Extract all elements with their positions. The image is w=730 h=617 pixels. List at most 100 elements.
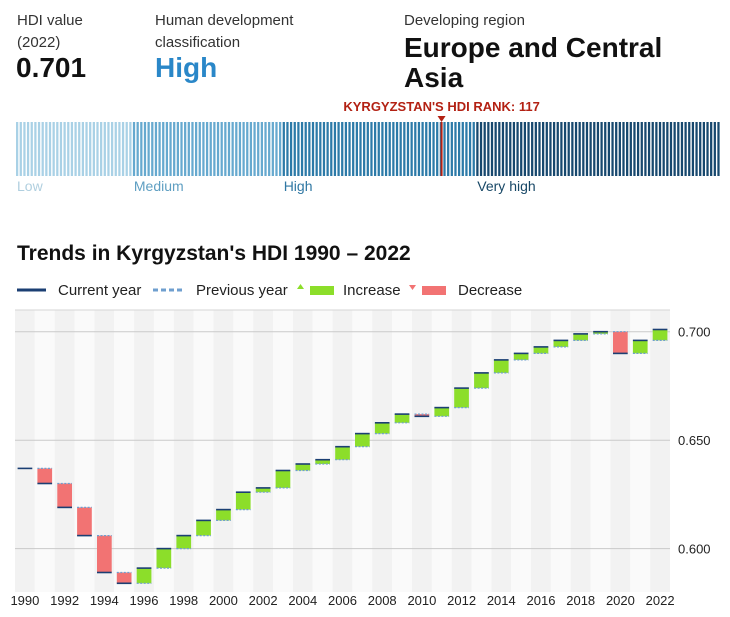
x-tick-label-2004: 2004 xyxy=(288,593,317,608)
rank-bar-tick xyxy=(688,122,691,176)
rank-bar-tick xyxy=(246,122,249,176)
rank-bar-tick xyxy=(114,122,117,176)
rank-bar-tick xyxy=(37,122,41,176)
plot-column-band xyxy=(570,310,591,592)
classification-label-line1: Human development xyxy=(155,12,294,29)
rank-bar-tick xyxy=(52,122,55,176)
rank-bar-tick xyxy=(655,122,658,176)
rank-bar-tick xyxy=(593,122,596,176)
rank-bar-tick xyxy=(545,122,548,176)
rank-bar-tick xyxy=(315,122,318,176)
bar-2003 xyxy=(275,470,291,488)
rank-bar-tick xyxy=(640,122,643,176)
rank-marker-label: KYRGYZSTAN'S HDI RANK: 117 xyxy=(343,99,539,114)
rank-bar-tick xyxy=(16,122,19,176)
bar-2018 xyxy=(573,333,588,341)
rank-bar-tick xyxy=(242,122,245,176)
rank-bar-tick xyxy=(341,122,344,176)
rank-bar-tick xyxy=(717,122,720,176)
rank-bar-tick xyxy=(373,122,377,176)
rank-bar-tick xyxy=(96,122,99,176)
rank-bar-tick xyxy=(107,122,110,176)
rank-bar-tick xyxy=(567,122,570,176)
rank-bar-tick xyxy=(384,122,388,176)
rank-bar-tick xyxy=(483,122,486,176)
legend-decrease-arrow xyxy=(409,285,416,290)
bar-2014 xyxy=(493,359,509,373)
rank-bar-tick xyxy=(414,122,417,176)
rank-bar-tick xyxy=(180,122,183,176)
rank-bar-tick xyxy=(710,122,713,176)
bar-2002 xyxy=(255,487,271,493)
y-tick-label: 0.700 xyxy=(678,325,711,340)
rank-bar-tick xyxy=(403,122,406,176)
rank-bar-tick xyxy=(202,122,205,176)
rank-bar-tick xyxy=(644,122,647,176)
bar-2015 xyxy=(513,353,529,360)
plot-column-band xyxy=(431,310,452,592)
bar-2013 xyxy=(474,372,489,389)
x-tick-label-1998: 1998 xyxy=(169,593,198,608)
plot-column-band xyxy=(550,310,571,592)
rank-bar-tick xyxy=(41,122,44,176)
plot-column-band xyxy=(134,310,154,592)
x-tick-label-2018: 2018 xyxy=(566,593,595,608)
rank-bar-tick xyxy=(600,122,603,176)
rank-bar-tick xyxy=(205,122,209,176)
rank-bar-tick xyxy=(187,122,190,176)
rank-bar-tick xyxy=(509,122,512,176)
rank-bar-tick xyxy=(395,122,399,176)
plot-column-band xyxy=(630,310,651,592)
rank-bar-tick xyxy=(118,122,121,176)
bar-2000 xyxy=(216,509,231,521)
rank-category-label-2: High xyxy=(284,178,313,194)
rank-bar-tick xyxy=(348,122,351,176)
rank-bar-tick xyxy=(154,122,158,176)
rank-bar-tick xyxy=(304,122,307,176)
bar-2016 xyxy=(533,346,549,354)
rank-bar-tick xyxy=(691,122,695,176)
rank-bar-tick xyxy=(85,122,88,176)
plot-column-band xyxy=(372,310,393,592)
rank-bar-tick xyxy=(585,122,589,176)
rank-bar-tick xyxy=(494,122,497,176)
rank-bar-tick xyxy=(293,122,296,176)
rank-bar-tick xyxy=(626,122,629,176)
rank-bar-tick xyxy=(194,122,198,176)
plot-column-band xyxy=(610,310,631,592)
rank-bar-tick xyxy=(428,122,432,176)
bar-2011 xyxy=(434,407,450,417)
x-tick-label-1996: 1996 xyxy=(130,593,159,608)
bar-2009 xyxy=(394,414,410,423)
rank-bar-tick xyxy=(216,122,220,176)
legend-increase-arrow xyxy=(297,284,304,289)
rank-bar-tick xyxy=(132,122,136,176)
plot-column-band xyxy=(273,310,293,592)
rank-bar-tick xyxy=(662,122,665,176)
rank-bar-tick xyxy=(531,122,534,176)
rank-bar-tick xyxy=(224,122,227,176)
rank-bar-tick xyxy=(337,122,340,176)
plot-column-band xyxy=(292,310,313,592)
rank-bar-tick xyxy=(48,122,52,176)
rank-bar-tick xyxy=(454,122,457,176)
rank-bar-tick xyxy=(311,122,315,176)
rank-bar-tick xyxy=(70,122,74,176)
rank-bar-tick xyxy=(268,122,271,176)
rank-bar-tick xyxy=(231,122,234,176)
rank-bar-tick xyxy=(702,122,705,176)
rank-bar-tick xyxy=(209,122,212,176)
rank-bar-tick xyxy=(633,122,636,176)
rank-bar-tick xyxy=(377,122,380,176)
x-tick-label-2014: 2014 xyxy=(487,593,516,608)
rank-bar-tick xyxy=(406,122,410,176)
bar-1996 xyxy=(136,568,152,584)
x-tick-label-2020: 2020 xyxy=(606,593,635,608)
rank-bar-tick xyxy=(140,122,143,176)
plot-column-band xyxy=(213,310,234,592)
plot-column-band xyxy=(114,310,135,592)
rank-bar-tick xyxy=(399,122,402,176)
rank-bar-tick xyxy=(647,122,651,176)
rank-bar-tick xyxy=(388,122,391,176)
rank-bar-tick xyxy=(501,122,505,176)
